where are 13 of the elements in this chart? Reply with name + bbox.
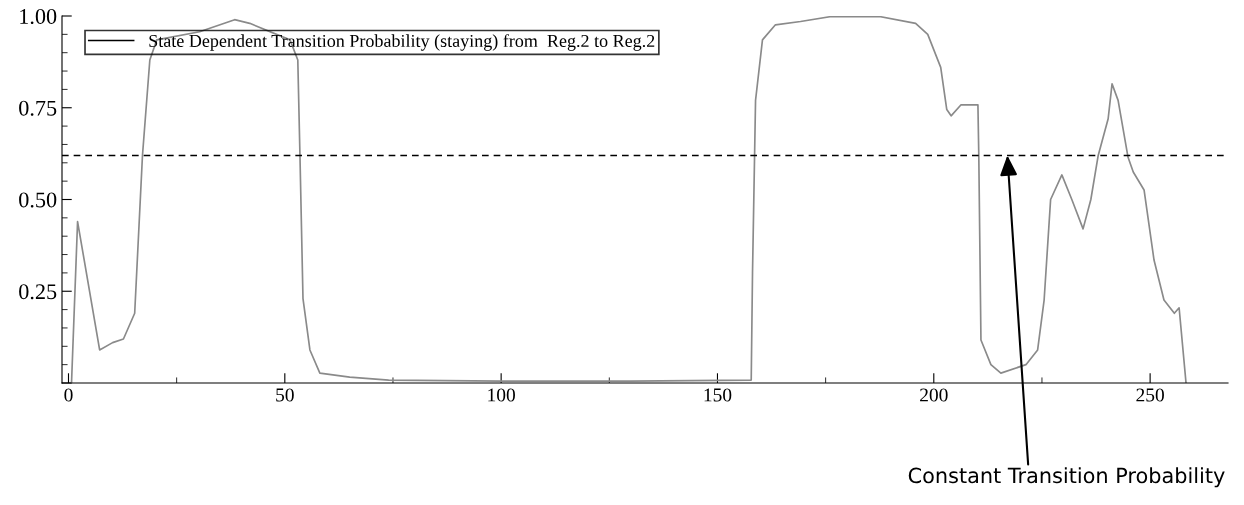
series-label: State Dependent Transition Probability (staying) from Reg.2 to Reg.2	[149, 34, 655, 51]
x-tick-label: 0	[64, 388, 73, 402]
y-tick-label: 1.00	[20, 8, 57, 25]
x-tick-label: 50	[276, 388, 294, 402]
y-tick-label: 0.50	[19, 192, 57, 208]
x-tick-label: 100	[488, 388, 515, 402]
line-series	[70, 16, 1187, 383]
x-tick-label: 200	[920, 388, 948, 402]
x-tick-label: 250	[1136, 388, 1164, 402]
x-tick-label: 150	[704, 388, 732, 402]
y-tick-label: 0.25	[19, 284, 57, 300]
y-tick-label: 0.75	[19, 100, 57, 116]
annotation: Constant Transition Probability	[908, 467, 1225, 488]
